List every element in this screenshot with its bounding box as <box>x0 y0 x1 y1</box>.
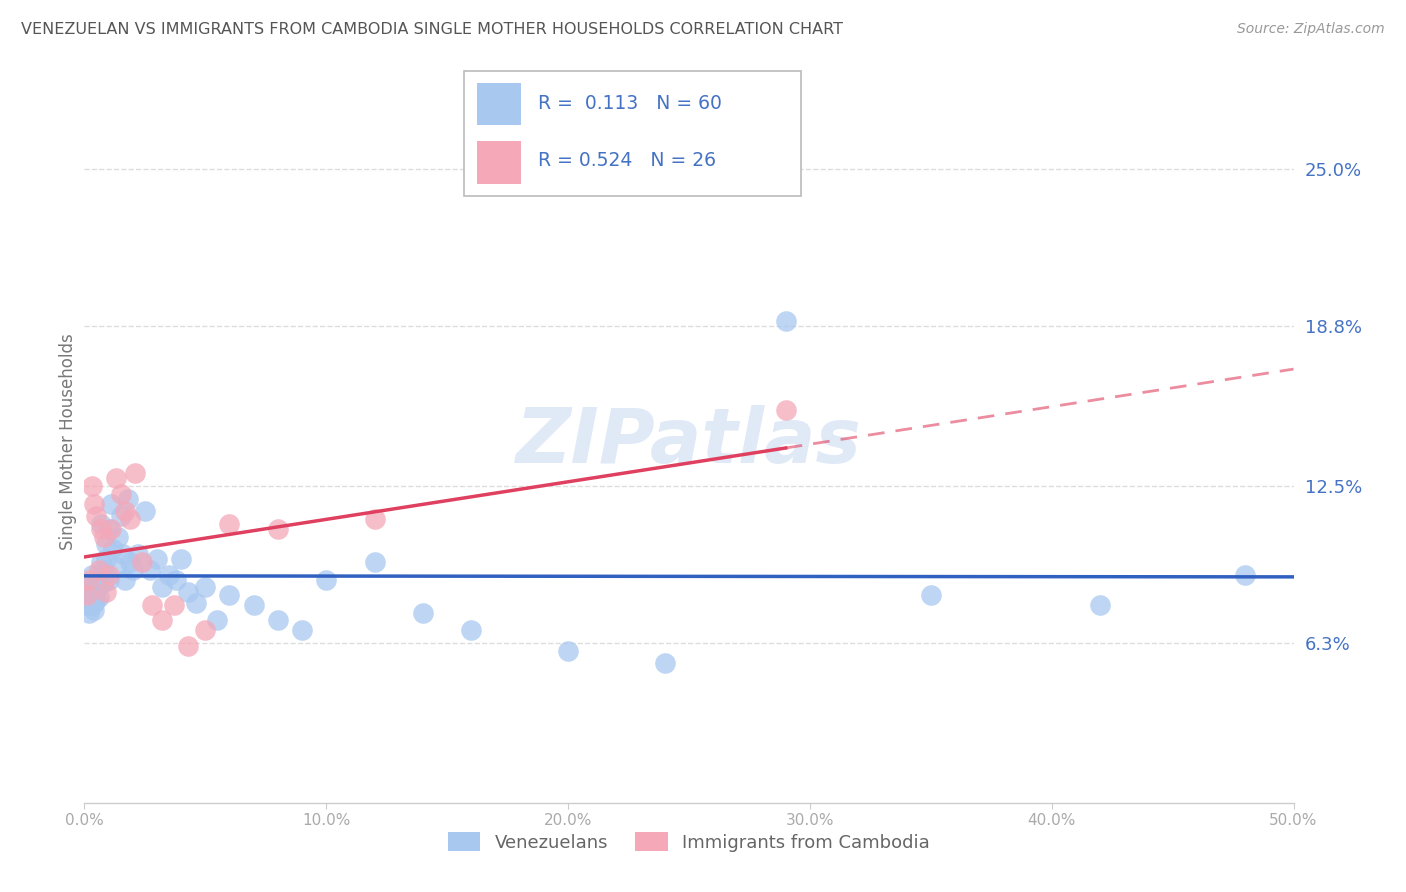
Point <box>76 598 98 612</box>
Point <box>90 555 112 569</box>
Point <box>86 573 108 587</box>
Point <box>110 509 132 524</box>
Point <box>94 552 117 566</box>
Point <box>86 593 108 607</box>
Point <box>87 578 110 592</box>
Point <box>97 567 120 582</box>
Point <box>90 522 112 536</box>
Text: ZIPatlas: ZIPatlas <box>516 405 862 478</box>
Point <box>93 575 115 590</box>
Point <box>77 573 100 587</box>
Point <box>267 613 290 627</box>
Point <box>242 598 264 612</box>
Point <box>124 467 146 481</box>
Point <box>218 588 240 602</box>
Point <box>83 603 105 617</box>
Point <box>83 497 105 511</box>
Point <box>557 643 579 657</box>
Point <box>76 588 98 602</box>
Point <box>194 580 217 594</box>
Point <box>775 314 797 328</box>
Point <box>157 567 180 582</box>
Point <box>94 585 117 599</box>
Point <box>1088 598 1111 612</box>
Point <box>80 585 103 599</box>
Point <box>94 537 117 551</box>
Point <box>80 479 103 493</box>
Point <box>97 522 120 536</box>
Point <box>86 509 108 524</box>
Point <box>83 595 105 609</box>
Point <box>90 516 112 531</box>
Point <box>77 606 100 620</box>
Point <box>100 497 122 511</box>
Text: VENEZUELAN VS IMMIGRANTS FROM CAMBODIA SINGLE MOTHER HOUSEHOLDS CORRELATION CHAR: VENEZUELAN VS IMMIGRANTS FROM CAMBODIA S… <box>21 22 844 37</box>
Point <box>363 512 385 526</box>
Point <box>207 613 229 627</box>
Point <box>80 567 103 582</box>
Legend: Venezuelans, Immigrants from Cambodia: Venezuelans, Immigrants from Cambodia <box>440 825 938 859</box>
Point <box>117 491 139 506</box>
Point <box>177 585 200 599</box>
Point <box>412 606 434 620</box>
Text: Source: ZipAtlas.com: Source: ZipAtlas.com <box>1237 22 1385 37</box>
Point <box>150 613 173 627</box>
Point <box>93 530 115 544</box>
Point <box>87 591 110 605</box>
Text: R =  0.113   N = 60: R = 0.113 N = 60 <box>538 94 723 112</box>
Point <box>150 580 173 594</box>
Point <box>114 504 136 518</box>
Point <box>83 588 105 602</box>
Point <box>170 552 193 566</box>
Point <box>77 593 100 607</box>
Point <box>127 547 149 561</box>
Point <box>134 504 156 518</box>
Point <box>120 555 142 569</box>
Point <box>87 563 110 577</box>
Point <box>460 624 482 638</box>
Point <box>114 573 136 587</box>
Point <box>76 585 98 599</box>
Point <box>103 542 125 557</box>
Point <box>104 471 127 485</box>
Point <box>107 530 129 544</box>
Point <box>100 522 122 536</box>
FancyBboxPatch shape <box>464 71 801 196</box>
Point <box>315 573 337 587</box>
Point <box>112 547 135 561</box>
Point <box>218 516 240 531</box>
Point <box>138 563 160 577</box>
Point <box>654 657 676 671</box>
Point <box>104 560 127 574</box>
Point <box>80 598 103 612</box>
Point <box>194 624 217 638</box>
Point <box>131 555 153 569</box>
Point <box>110 486 132 500</box>
Point <box>363 555 385 569</box>
Point <box>86 582 108 597</box>
Point <box>120 512 142 526</box>
Text: R = 0.524   N = 26: R = 0.524 N = 26 <box>538 151 716 170</box>
Point <box>184 595 207 609</box>
Y-axis label: Single Mother Households: Single Mother Households <box>59 334 77 549</box>
Point <box>267 522 290 536</box>
Point <box>97 573 120 587</box>
Point <box>163 598 186 612</box>
Point <box>177 639 200 653</box>
Point <box>77 580 100 594</box>
Point <box>146 552 169 566</box>
Point <box>920 588 942 602</box>
Point <box>775 402 797 417</box>
Point <box>121 563 143 577</box>
Point <box>141 598 163 612</box>
Point <box>291 624 314 638</box>
FancyBboxPatch shape <box>478 141 522 184</box>
FancyBboxPatch shape <box>478 83 522 125</box>
Point <box>165 573 187 587</box>
Point <box>1234 567 1257 582</box>
Point <box>93 563 115 577</box>
